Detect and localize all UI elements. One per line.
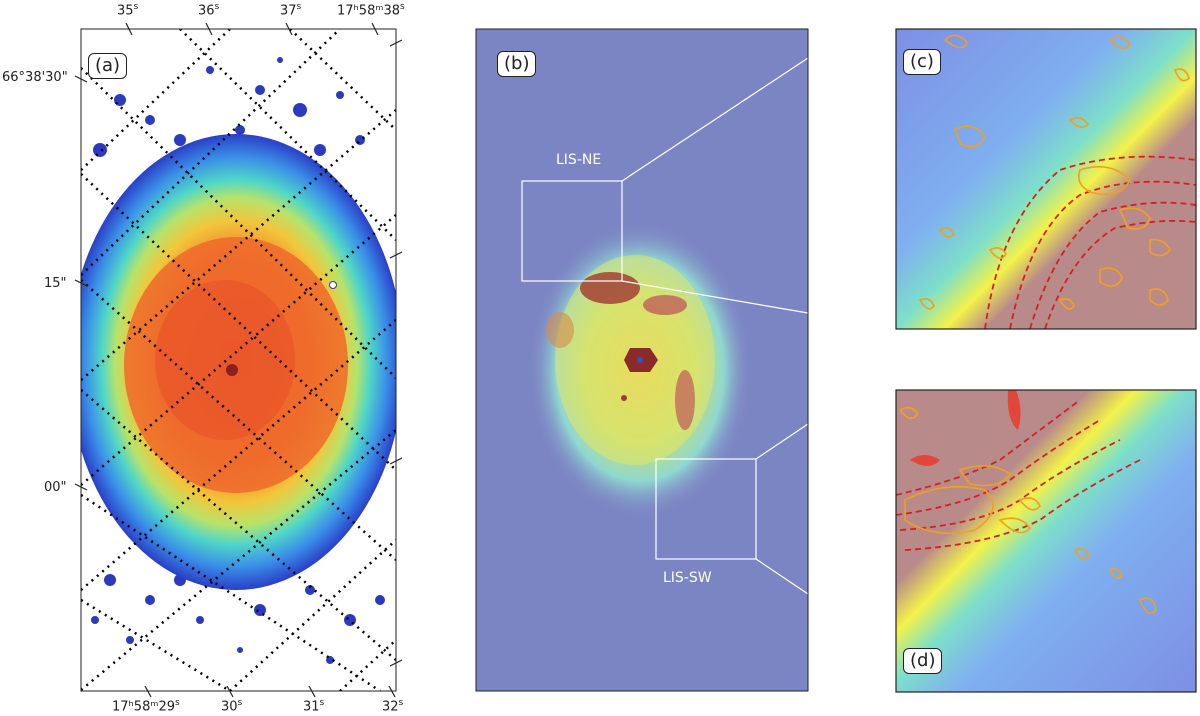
left-tick-00: 00": [44, 480, 67, 495]
top-tick-36: 36s: [198, 2, 220, 19]
panel-c-label: (c): [903, 49, 941, 75]
region-label-sw: LIS-SW: [663, 570, 712, 586]
panel-a-frame: [80, 28, 397, 692]
top-tick-37: 37s: [280, 2, 302, 19]
bottom-tick-31: 31s: [303, 698, 325, 715]
region-box-sw[interactable]: [655, 458, 757, 560]
central-star-a: [226, 364, 238, 376]
panel-c-image: [896, 29, 1196, 329]
bottom-tick-30: 30s: [221, 698, 243, 715]
panel-d-frame: [895, 389, 1197, 693]
panel-b-frame: [475, 28, 809, 692]
region-box-ne[interactable]: [521, 180, 623, 282]
noise-speckles-a: [91, 57, 385, 664]
panel-a-ticks: [74, 22, 403, 698]
bottom-tick-32: 32s: [382, 698, 404, 715]
left-tick-30: 66°38'30": [2, 70, 68, 85]
region-label-ne: LIS-NE: [556, 152, 602, 168]
coordinate-grid-a: [81, 29, 396, 691]
panel-d-label: (d): [903, 648, 943, 674]
solid-contours-c: [918, 34, 1190, 310]
panel-c-frame: [895, 28, 1197, 330]
panel-b-label: (b): [497, 51, 537, 77]
panel-d-image: [896, 390, 1196, 692]
panel-b-image: [476, 29, 808, 691]
bottom-tick-29: 17ʰ58ᵐ29s: [112, 698, 180, 715]
left-tick-15: 15": [44, 276, 67, 291]
zoom-connector-lines: [621, 57, 808, 595]
panel-a-image: [81, 29, 396, 691]
panel-a-label: (a): [88, 53, 128, 79]
top-tick-35: 35s: [117, 2, 139, 19]
solid-contours-d: [898, 406, 1157, 615]
top-tick-38: 17ʰ58ᵐ38s: [337, 2, 405, 19]
dashed-contours-c: [984, 155, 1196, 329]
